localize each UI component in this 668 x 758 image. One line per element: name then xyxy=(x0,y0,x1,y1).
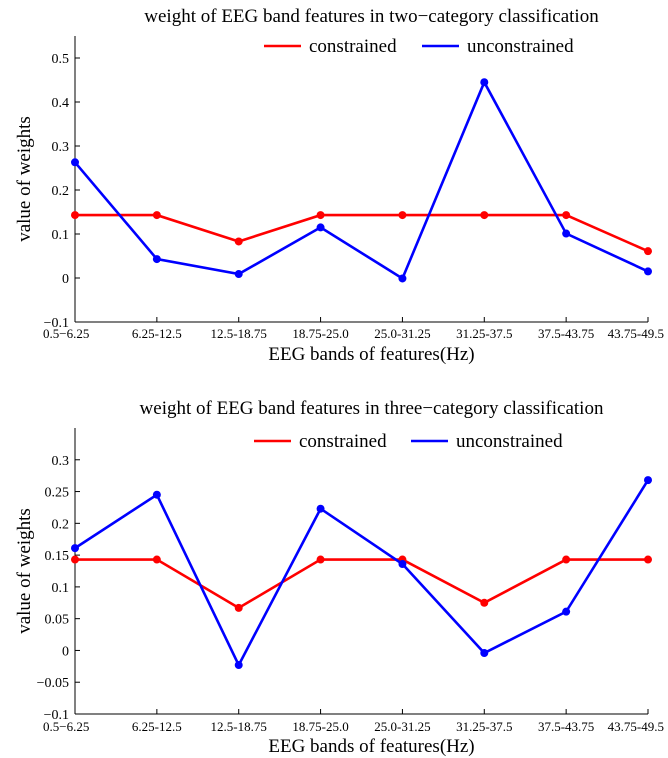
x-tick-label: 37.5-43.75 xyxy=(538,326,594,341)
x-tick-label: 6.25-12.5 xyxy=(132,719,182,734)
chart-2: weight of EEG band features in three−cat… xyxy=(14,398,664,757)
y-tick-label: 0.15 xyxy=(45,549,70,564)
x-tick-label: 37.5-43.75 xyxy=(538,719,594,734)
chart-1: weight of EEG band features in two−categ… xyxy=(14,6,664,365)
data-point-unconstrained xyxy=(316,223,325,232)
data-point-unconstrained xyxy=(152,255,161,264)
series-line-unconstrained xyxy=(74,479,650,668)
data-point-constrained xyxy=(71,211,79,220)
y-tick-label: 0.05 xyxy=(45,613,70,628)
legend-label-unconstrained: unconstrained xyxy=(467,36,574,57)
data-point-constrained xyxy=(234,603,243,612)
legend-label-unconstrained: unconstrained xyxy=(456,431,563,452)
data-point-unconstrained xyxy=(234,661,243,670)
data-point-unconstrained xyxy=(316,504,325,513)
data-point-constrained xyxy=(152,211,161,220)
data-point-unconstrained xyxy=(71,158,79,167)
y-tick-label: 0.2 xyxy=(52,517,70,532)
data-point-constrained xyxy=(316,555,325,564)
data-point-constrained xyxy=(152,555,161,564)
x-axis-label: EEG bands of features(Hz) xyxy=(268,736,474,757)
series-line-constrained xyxy=(75,213,649,253)
data-point-unconstrained xyxy=(234,270,243,279)
data-point-unconstrained xyxy=(562,607,571,616)
x-tick-label: 43.75-49.5 xyxy=(608,326,664,341)
data-point-unconstrained xyxy=(480,78,489,87)
legend-label-constrained: constrained xyxy=(299,431,387,452)
y-axis-label: value of weights xyxy=(14,508,35,634)
x-tick-label: 31.25-37.5 xyxy=(456,719,512,734)
x-tick-label: 43.75-49.5 xyxy=(608,719,664,734)
data-point-unconstrained xyxy=(398,560,407,569)
x-tick-label: 31.25-37.5 xyxy=(456,326,512,341)
chart-title: weight of EEG band features in two−categ… xyxy=(144,6,599,27)
data-point-constrained xyxy=(480,598,489,607)
y-tick-label: 0.1 xyxy=(52,581,70,596)
series-line-unconstrained xyxy=(74,79,649,281)
y-tick-label: −0.1 xyxy=(44,316,69,331)
data-point-constrained xyxy=(644,247,652,256)
data-point-unconstrained xyxy=(71,544,79,553)
x-axis-label: EEG bands of features(Hz) xyxy=(268,344,474,365)
y-tick-label: 0.4 xyxy=(52,96,70,111)
data-point-unconstrained xyxy=(398,274,407,283)
x-tick-label: 18.75-25.0 xyxy=(292,326,348,341)
y-tick-label: 0.3 xyxy=(52,140,70,155)
y-axis-label: value of weights xyxy=(14,116,35,242)
data-point-constrained xyxy=(644,555,652,564)
data-point-unconstrained xyxy=(644,476,652,485)
data-point-constrained xyxy=(562,211,571,220)
data-point-constrained xyxy=(398,211,407,220)
chart-title: weight of EEG band features in three−cat… xyxy=(140,398,604,419)
data-point-constrained xyxy=(480,211,489,220)
y-tick-label: 0.25 xyxy=(45,486,70,501)
y-tick-label: 0.3 xyxy=(52,454,70,469)
data-point-unconstrained xyxy=(152,490,161,499)
y-tick-label: 0.2 xyxy=(52,184,70,199)
x-tick-label: 25.0-31.25 xyxy=(374,719,430,734)
y-tick-label: 0.5 xyxy=(52,52,70,67)
data-point-constrained xyxy=(234,237,243,246)
data-point-unconstrained xyxy=(480,648,489,657)
x-tick-label: 25.0-31.25 xyxy=(374,326,430,341)
y-tick-label: 0 xyxy=(62,272,69,287)
y-tick-label: 0 xyxy=(62,644,69,659)
x-tick-label: 6.25-12.5 xyxy=(132,326,182,341)
x-tick-label: 18.75-25.0 xyxy=(292,719,348,734)
y-tick-label: −0.1 xyxy=(44,708,69,723)
y-tick-label: −0.05 xyxy=(37,676,69,691)
data-point-constrained xyxy=(71,555,79,564)
data-point-constrained xyxy=(316,211,325,220)
data-point-unconstrained xyxy=(562,229,571,238)
data-point-constrained xyxy=(562,555,571,564)
series-line-constrained xyxy=(75,558,648,610)
x-tick-label: 0.5−6.25 xyxy=(43,326,89,341)
x-tick-label: 12.5-18.75 xyxy=(211,326,267,341)
y-tick-label: 0.1 xyxy=(52,228,70,243)
x-tick-label: 12.5-18.75 xyxy=(211,719,267,734)
data-point-unconstrained xyxy=(644,267,652,276)
legend-label-constrained: constrained xyxy=(309,36,397,57)
x-tick-label: 0.5−6.25 xyxy=(43,719,89,734)
